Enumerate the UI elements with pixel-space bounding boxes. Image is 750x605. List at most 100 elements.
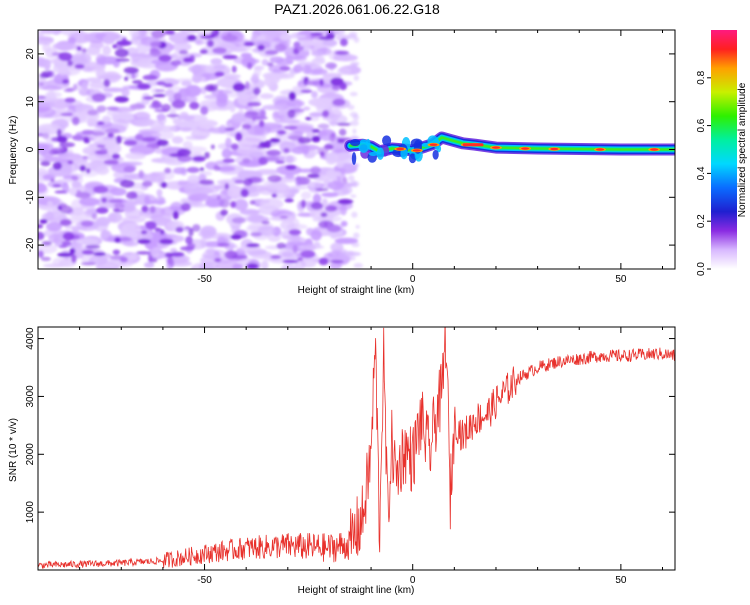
noise-blob-strong [123,139,138,146]
noise-blob [212,64,227,70]
noise-blob-strong [253,87,261,95]
noise-blob-strong [164,30,175,35]
noise-blob-strong [141,137,157,142]
noise-blob [111,112,118,123]
noise-blob-strong [71,175,79,181]
spectrogram-panel: -50 0 50 -20 -10 0 10 20 Height of straight li… [8,29,676,296]
noise-blob-strong [113,209,125,213]
noise-blob-strong [114,237,121,243]
noise-blob-strong [322,110,330,118]
noise-blob [336,67,352,76]
noise-blob [152,216,170,227]
noise-blob-strong [180,202,191,212]
noise-blob [198,174,207,182]
signal-hotspot [429,143,438,146]
noise-blob [205,247,216,255]
noise-blob-strong [104,128,120,134]
noise-blob-strong [119,179,135,188]
noise-blob-strong [52,183,62,188]
noise-blob [302,64,312,75]
noise-blob-strong [42,133,50,139]
colorbar-gradient [711,30,737,269]
snr-y-tick-label: 4000 [25,327,36,350]
noise-blob-strong [59,205,74,214]
noise-blob [286,99,305,108]
noise-blob [179,30,200,34]
noise-blob-strong [38,250,44,258]
noise-blob-strong [337,139,346,144]
noise-blob-strong [106,106,119,111]
noise-blob-strong [161,103,172,112]
noise-blob [40,30,59,34]
noise-blob [249,151,264,158]
noise-blob [107,212,123,223]
noise-blob-strong [266,149,282,156]
noise-blob [68,105,76,110]
noise-blob-strong [120,236,133,242]
noise-blob-strong [141,180,153,187]
noise-blob [41,211,67,223]
snr-plot-area [38,327,675,569]
noise-blob-strong [336,122,352,126]
noise-blob-strong [149,205,156,214]
noise-blob-strong [62,79,70,85]
noise-blob [340,220,348,227]
noise-blob [44,91,63,98]
noise-blob-strong [160,229,165,235]
noise-blob [120,226,129,235]
noise-blob-edge [351,211,358,218]
noise-blob [257,225,276,236]
noise-blob [102,35,116,45]
noise-blob-strong [213,83,219,88]
spectrogram-noise [38,30,364,269]
noise-blob [289,188,299,195]
noise-blob [175,78,196,83]
spectrogram-y-tick-label: 10 [25,96,36,108]
noise-blob-edge [350,194,357,198]
noise-blob-strong [246,243,260,248]
noise-blob-strong [62,231,75,241]
noise-blob-strong [283,125,298,130]
noise-blob [205,198,220,208]
noise-blob-strong [296,180,310,186]
noise-blob [38,143,50,154]
noise-blob [38,36,55,45]
noise-blob-strong [326,224,342,233]
snr-y-tick-label: 3000 [25,385,36,408]
noise-blob-strong [301,199,306,209]
noise-blob-strong [142,74,158,81]
noise-blob [42,42,51,53]
noise-blob [240,93,251,100]
spectrogram-y-tick-label: -20 [25,237,36,252]
colorbar-tick-label: 0.0 [696,262,707,276]
noise-blob-strong [154,227,162,232]
noise-blob [155,196,166,206]
noise-blob-strong [243,178,253,186]
noise-blob [240,208,260,216]
noise-blob [187,193,211,202]
noise-blob [100,229,110,241]
noise-blob-strong [269,138,281,143]
noise-blob-strong [91,213,98,220]
noise-blob-strong [61,240,72,247]
noise-blob-strong [100,147,108,153]
noise-blob-strong [279,66,291,71]
noise-blob-strong [279,215,289,219]
noise-blob [285,155,294,164]
noise-blob [151,247,160,258]
signal-fragment [351,152,357,165]
noise-blob [38,123,62,135]
noise-blob [259,93,274,100]
colorbar: 0.0 0.2 0.4 0.6 0.8 Normalized spectral ampl… [696,30,748,276]
noise-blob-strong [192,224,201,232]
noise-blob-strong [38,95,47,99]
noise-blob [123,173,148,180]
noise-blob-strong [329,259,344,264]
noise-blob [253,65,262,77]
noise-blob-strong [80,261,96,266]
noise-blob-strong [91,93,106,102]
noise-blob-edge [349,91,358,97]
noise-blob [154,147,165,154]
noise-blob-strong [264,140,272,149]
noise-blob [330,242,344,252]
